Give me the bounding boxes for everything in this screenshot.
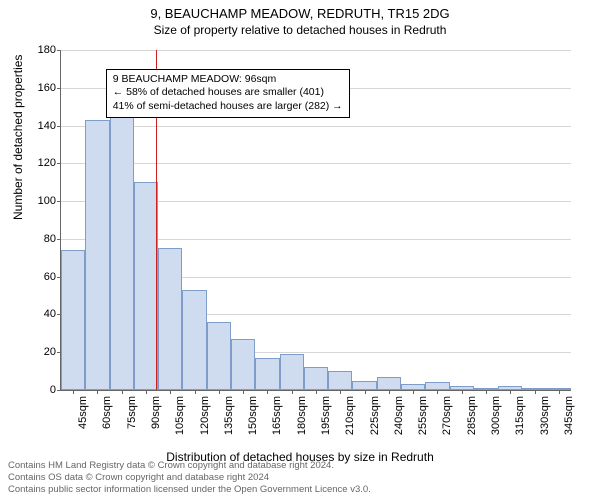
footer-attribution: Contains HM Land Registry data © Crown c… xyxy=(8,460,371,496)
x-tick-mark xyxy=(462,390,463,394)
x-tick-label: 270sqm xyxy=(441,396,453,435)
x-tick-mark xyxy=(559,390,560,394)
x-tick-mark xyxy=(267,390,268,394)
histogram-bar xyxy=(255,358,279,390)
x-tick-mark xyxy=(219,390,220,394)
histogram-bar xyxy=(328,371,352,390)
grid-line xyxy=(61,126,571,127)
x-tick-label: 195sqm xyxy=(320,396,332,435)
x-tick-mark xyxy=(340,390,341,394)
x-tick-label: 150sqm xyxy=(247,396,259,435)
x-tick-label: 210sqm xyxy=(344,396,356,435)
y-tick-label: 140 xyxy=(38,120,61,132)
y-tick-label: 120 xyxy=(38,157,61,169)
x-tick-label: 330sqm xyxy=(539,396,551,435)
footer-line: Contains public sector information licen… xyxy=(8,484,371,496)
plot-area: 02040608010012014016018045sqm60sqm75sqm9… xyxy=(60,50,571,391)
x-tick-label: 75sqm xyxy=(126,396,138,429)
y-tick-label: 40 xyxy=(44,308,61,320)
y-tick-label: 20 xyxy=(44,346,61,358)
y-tick-label: 100 xyxy=(38,195,61,207)
histogram-bar xyxy=(182,290,206,390)
x-tick-label: 255sqm xyxy=(417,396,429,435)
histogram-bar xyxy=(207,322,231,390)
x-tick-mark xyxy=(122,390,123,394)
footer-line: Contains HM Land Registry data © Crown c… xyxy=(8,460,371,472)
histogram-bar xyxy=(61,250,85,390)
y-tick-label: 160 xyxy=(38,82,61,94)
x-tick-label: 225sqm xyxy=(369,396,381,435)
x-tick-label: 315sqm xyxy=(514,396,526,435)
histogram-bar xyxy=(110,116,134,390)
x-tick-mark xyxy=(243,390,244,394)
histogram-bar xyxy=(231,339,255,390)
y-tick-label: 180 xyxy=(38,44,61,56)
x-tick-label: 240sqm xyxy=(393,396,405,435)
x-tick-label: 60sqm xyxy=(101,396,113,429)
histogram-bar xyxy=(85,120,109,390)
x-tick-label: 90sqm xyxy=(150,396,162,429)
x-tick-mark xyxy=(146,390,147,394)
x-tick-mark xyxy=(195,390,196,394)
x-tick-label: 285sqm xyxy=(466,396,478,435)
footer-line: Contains OS data © Crown copyright and d… xyxy=(8,472,371,484)
y-tick-label: 60 xyxy=(44,271,61,283)
y-tick-label: 0 xyxy=(50,384,61,396)
x-tick-mark xyxy=(389,390,390,394)
x-tick-mark xyxy=(97,390,98,394)
x-tick-mark xyxy=(365,390,366,394)
x-tick-label: 120sqm xyxy=(199,396,211,435)
x-tick-label: 135sqm xyxy=(223,396,235,435)
histogram-bar xyxy=(158,248,182,390)
chart-subtitle: Size of property relative to detached ho… xyxy=(0,21,600,37)
histogram-bar xyxy=(377,377,401,390)
x-tick-mark xyxy=(413,390,414,394)
annotation-line3: 41% of semi-detached houses are larger (… xyxy=(113,100,343,114)
histogram-bar xyxy=(352,381,376,390)
x-tick-label: 300sqm xyxy=(490,396,502,435)
chart-container: 9, BEAUCHAMP MEADOW, REDRUTH, TR15 2DG S… xyxy=(0,0,600,500)
histogram-bar xyxy=(304,367,328,390)
x-tick-mark xyxy=(437,390,438,394)
histogram-bar xyxy=(134,182,158,390)
histogram-bar xyxy=(425,382,449,390)
x-tick-label: 45sqm xyxy=(77,396,89,429)
grid-line xyxy=(61,50,571,51)
chart-title: 9, BEAUCHAMP MEADOW, REDRUTH, TR15 2DG xyxy=(0,0,600,21)
x-tick-mark xyxy=(73,390,74,394)
annotation-line2: ← 58% of detached houses are smaller (40… xyxy=(113,86,343,100)
y-axis-label: Number of detached properties xyxy=(11,55,25,220)
grid-line xyxy=(61,163,571,164)
x-tick-mark xyxy=(316,390,317,394)
x-tick-label: 180sqm xyxy=(296,396,308,435)
x-tick-mark xyxy=(510,390,511,394)
x-tick-mark xyxy=(292,390,293,394)
x-tick-mark xyxy=(170,390,171,394)
x-tick-label: 345sqm xyxy=(563,396,575,435)
annotation-box: 9 BEAUCHAMP MEADOW: 96sqm ← 58% of detac… xyxy=(106,69,350,118)
y-tick-label: 80 xyxy=(44,233,61,245)
x-tick-mark xyxy=(486,390,487,394)
x-tick-mark xyxy=(535,390,536,394)
annotation-line1: 9 BEAUCHAMP MEADOW: 96sqm xyxy=(113,73,343,87)
histogram-bar xyxy=(280,354,304,390)
x-tick-label: 105sqm xyxy=(174,396,186,435)
x-tick-label: 165sqm xyxy=(271,396,283,435)
